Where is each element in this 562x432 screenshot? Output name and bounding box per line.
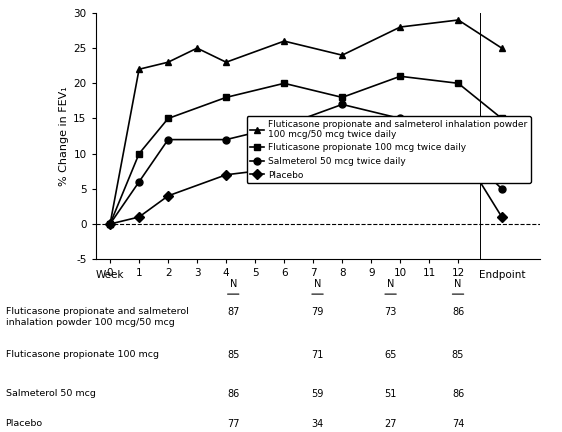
Text: Placebo: Placebo: [6, 419, 43, 428]
Text: 79: 79: [311, 307, 324, 317]
Text: Salmeterol 50 mcg: Salmeterol 50 mcg: [6, 389, 96, 398]
Text: N: N: [314, 280, 321, 289]
Text: 34: 34: [311, 419, 324, 429]
Text: Endpoint: Endpoint: [479, 270, 525, 280]
Text: 87: 87: [227, 307, 239, 317]
Text: 51: 51: [384, 389, 397, 399]
Text: N: N: [229, 280, 237, 289]
Y-axis label: % Change in FEV₁: % Change in FEV₁: [59, 86, 69, 186]
Text: 86: 86: [452, 307, 464, 317]
Text: 85: 85: [227, 350, 239, 360]
Text: 59: 59: [311, 389, 324, 399]
Text: 65: 65: [384, 350, 397, 360]
Text: 73: 73: [384, 307, 397, 317]
Text: Fluticasone propionate 100 mcg: Fluticasone propionate 100 mcg: [6, 350, 158, 359]
Text: 86: 86: [227, 389, 239, 399]
Text: 27: 27: [384, 419, 397, 429]
Text: Fluticasone propionate and salmeterol
inhalation powder 100 mcg/50 mcg: Fluticasone propionate and salmeterol in…: [6, 307, 188, 327]
Text: 86: 86: [452, 389, 464, 399]
Text: N: N: [454, 280, 462, 289]
Text: Week: Week: [96, 270, 124, 280]
Legend: Fluticasone propionate and salmeterol inhalation powder
100 mcg/50 mcg twice dai: Fluticasone propionate and salmeterol in…: [247, 116, 531, 183]
Text: N: N: [387, 280, 395, 289]
Text: 77: 77: [227, 419, 239, 429]
Text: 74: 74: [452, 419, 464, 429]
Text: 85: 85: [452, 350, 464, 360]
Text: 71: 71: [311, 350, 324, 360]
